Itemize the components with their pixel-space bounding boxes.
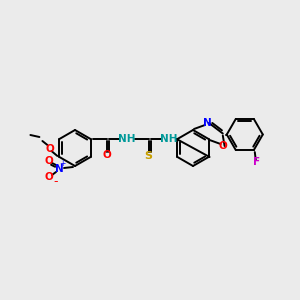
Text: NH: NH	[160, 134, 177, 144]
Text: N: N	[202, 118, 211, 128]
Text: O: O	[218, 141, 227, 151]
Text: N: N	[55, 164, 63, 174]
Text: F: F	[253, 157, 260, 167]
Text: S: S	[145, 151, 153, 161]
Text: NH: NH	[118, 134, 135, 144]
Text: -: -	[54, 176, 58, 188]
Text: O: O	[45, 144, 54, 154]
Text: +: +	[59, 158, 65, 167]
Text: O: O	[45, 172, 53, 182]
Text: O: O	[45, 156, 53, 166]
Text: O: O	[102, 150, 111, 160]
